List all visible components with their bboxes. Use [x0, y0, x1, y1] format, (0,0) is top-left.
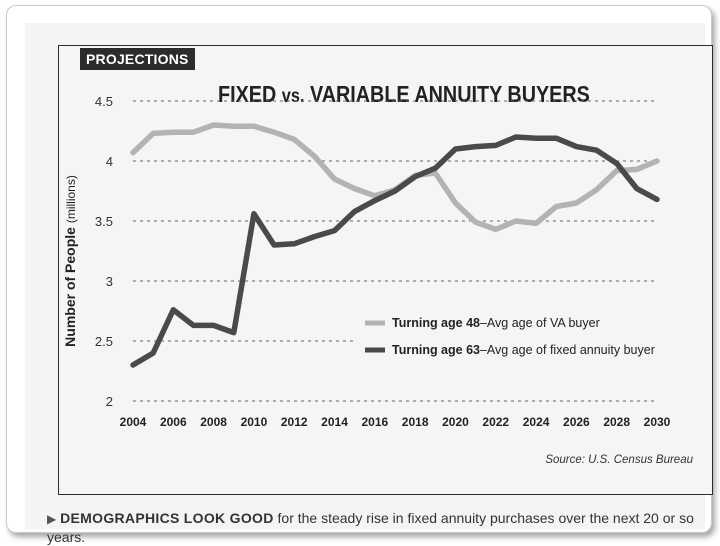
x-tick-label: 2024 [523, 415, 550, 429]
section-tag: PROJECTIONS [80, 48, 195, 70]
y-tick-label: 2.5 [95, 334, 113, 349]
x-tick-label: 2030 [644, 415, 671, 429]
y-tick-label: 3.5 [95, 214, 113, 229]
x-tick-label: 2008 [200, 415, 227, 429]
caption-arrow-icon: ▶ [47, 512, 57, 526]
x-tick-label: 2020 [442, 415, 469, 429]
series-line-age-48 [130, 122, 660, 233]
slide-frame: PROJECTIONS FIXED vs. VARIABLE ANNUITY B… [6, 5, 713, 545]
clipping: PROJECTIONS FIXED vs. VARIABLE ANNUITY B… [25, 23, 713, 545]
y-axis-label-unit: (millions) [64, 175, 78, 223]
caption: ▶ DEMOGRAPHICS LOOK GOOD for the steady … [47, 509, 707, 546]
y-axis-label: Number of People (millions) [62, 175, 78, 347]
legend-entry-description: –Avg age of VA buyer [480, 316, 600, 330]
x-tick-label: 2004 [120, 415, 147, 429]
legend-entry-name: Turning age 48 [392, 316, 480, 330]
legend-entry: Turning age 63–Avg age of fixed annuity … [392, 343, 655, 357]
legend-entry: Turning age 48–Avg age of VA buyer [392, 316, 600, 330]
chart-title-vs: vs. [281, 86, 305, 107]
x-tick-label: 2028 [603, 415, 630, 429]
legend-box [355, 305, 655, 377]
y-tick-label: 4.5 [95, 94, 113, 109]
x-tick-label: 2012 [281, 415, 308, 429]
legend-entry-description: –Avg age of fixed annuity buyer [480, 343, 655, 357]
x-tick-label: 2006 [160, 415, 187, 429]
x-tick-label: 2010 [241, 415, 268, 429]
caption-lead: DEMOGRAPHICS LOOK GOOD [60, 510, 274, 526]
y-tick-label: 3 [106, 274, 113, 289]
x-tick-label: 2016 [361, 415, 388, 429]
legend-entry-name: Turning age 63 [392, 343, 480, 357]
source-note: Source: U.S. Census Bureau [545, 454, 693, 466]
chart-title-fixed: FIXED [218, 81, 277, 107]
line-chart: 2 2.5 3 3.5 4 4.5 2004 2006 2008 2010 2012 2014 2016… [62, 94, 694, 466]
chart-title-variable: VARIABLE ANNUITY BUYERS [309, 81, 590, 107]
y-tick-label: 2 [106, 394, 113, 409]
x-tick-label: 2022 [482, 415, 509, 429]
x-tick-label: 2018 [402, 415, 429, 429]
y-tick-label: 4 [106, 154, 113, 169]
chart-panel [58, 45, 713, 495]
x-tick-label: 2026 [563, 415, 590, 429]
series-line-age-63 [130, 134, 660, 368]
y-axis-label-main: Number of People [62, 223, 78, 347]
x-tick-label: 2014 [321, 415, 348, 429]
chart-title: FIXED vs. VARIABLE ANNUITY BUYERS [218, 81, 590, 108]
